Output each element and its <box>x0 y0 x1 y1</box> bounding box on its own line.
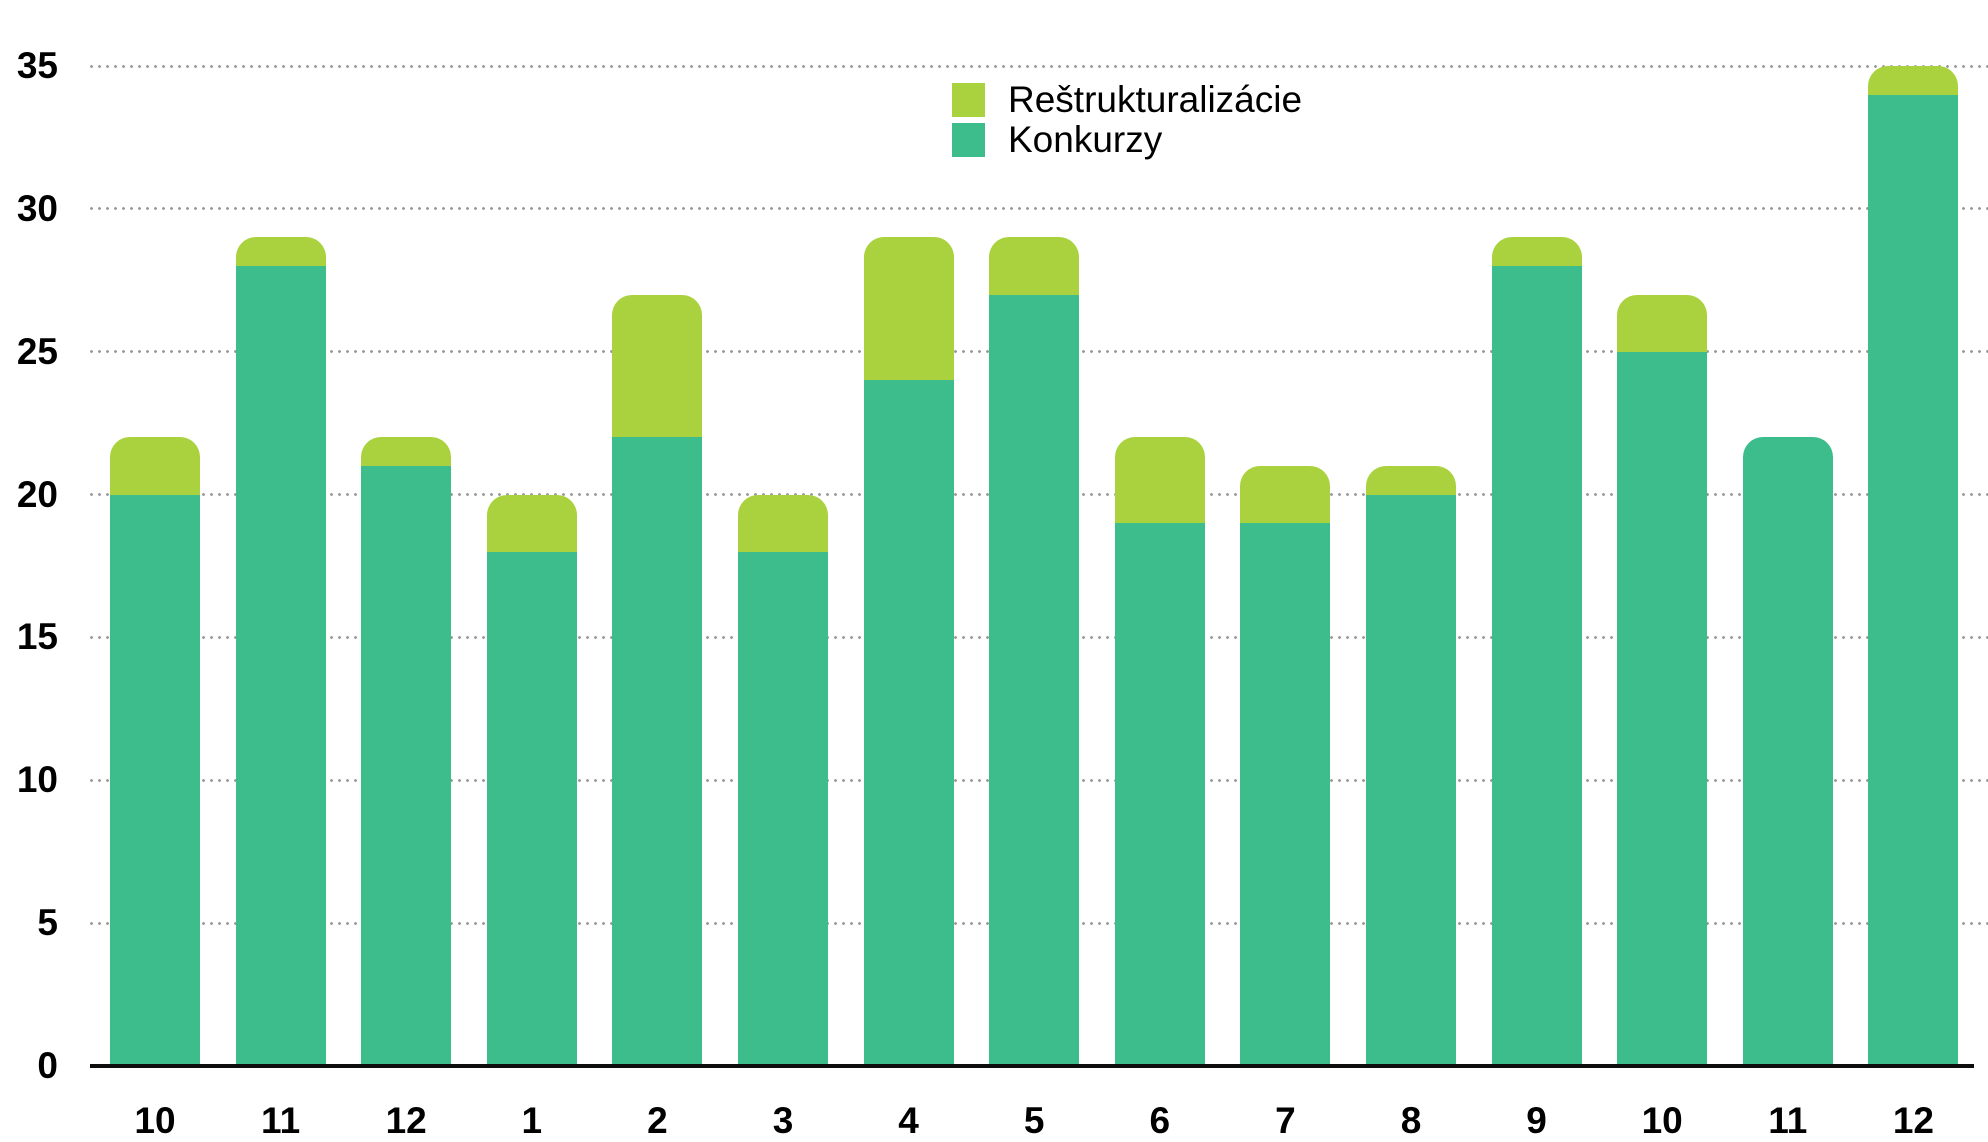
bar-segment-restrukturalizacie <box>612 294 703 438</box>
bar-segment-konkurzy <box>1617 351 1708 1066</box>
x-tick-label-10-13: 10 <box>1641 1100 1683 1141</box>
x-tick-label-11-14: 11 <box>1768 1100 1808 1141</box>
bar-segment-konkurzy <box>361 466 452 1066</box>
bar-12-15 <box>1868 66 1959 1066</box>
bar-segment-restrukturalizacie <box>863 237 954 381</box>
bar-segment-konkurzy <box>863 380 954 1066</box>
legend-swatch-konkurzy-icon <box>952 123 985 157</box>
bar-segment-restrukturalizacie <box>110 437 200 495</box>
y-tick-label-35: 35 <box>16 45 58 86</box>
x-tick-label-12-3: 12 <box>385 1100 427 1141</box>
bar-segment-restrukturalizacie <box>738 494 828 552</box>
bar-segment-konkurzy <box>110 494 200 1066</box>
x-tick-label-8-11: 8 <box>1400 1100 1422 1141</box>
bar-segment-konkurzy <box>1491 266 1582 1066</box>
bar-6-9 <box>1114 437 1205 1066</box>
bar-segment-konkurzy <box>486 551 577 1066</box>
bar-segment-konkurzy <box>989 294 1080 1066</box>
bar-8-11 <box>1366 466 1456 1066</box>
bar-10-13 <box>1617 294 1708 1066</box>
bar-segment-konkurzy <box>1114 523 1205 1066</box>
legend-label-restrukturalizacie: Reštrukturalizácie <box>1008 79 1303 120</box>
bar-11-2 <box>235 237 326 1066</box>
y-tick-label-30: 30 <box>16 187 58 229</box>
y-tick-label-25: 25 <box>16 330 58 372</box>
legend-label-konkurzy: Konkurzy <box>1008 119 1163 160</box>
x-tick-label-4-7: 4 <box>898 1100 919 1141</box>
x-tick-label-7-10: 7 <box>1275 1100 1296 1141</box>
x-tick-label-3-6: 3 <box>772 1100 794 1141</box>
bar-2-5 <box>612 294 703 1066</box>
x-axis-line <box>90 1064 1974 1068</box>
legend-row-konkurzy: Konkurzy <box>952 119 1302 160</box>
x-tick-label-5-8: 5 <box>1023 1100 1045 1141</box>
x-tick-label-6-9: 6 <box>1149 1100 1171 1141</box>
bar-12-3 <box>361 437 452 1066</box>
y-tick-label-20: 20 <box>16 473 58 515</box>
bar-segment-restrukturalizacie <box>989 237 1080 295</box>
bar-segment-konkurzy <box>1742 437 1833 1066</box>
bar-segment-konkurzy <box>235 266 326 1066</box>
y-tick-label-15: 15 <box>16 616 58 658</box>
y-tick-label-5: 5 <box>37 902 58 944</box>
bar-segment-restrukturalizacie <box>1491 237 1582 266</box>
bar-segment-konkurzy <box>612 437 703 1066</box>
x-tick-label-2-5: 2 <box>647 1100 668 1141</box>
y-tick-label-0: 0 <box>37 1045 58 1086</box>
bar-segment-restrukturalizacie <box>1114 437 1205 524</box>
bar-9-12 <box>1491 237 1582 1066</box>
gridline-35 <box>90 64 1988 68</box>
bar-11-14 <box>1742 437 1833 1066</box>
bar-10-1 <box>110 437 200 1066</box>
bar-7-10 <box>1240 466 1331 1066</box>
x-tick-label-10-1: 10 <box>134 1100 176 1141</box>
bar-segment-restrukturalizacie <box>1868 66 1959 95</box>
chart-legend: Reštrukturalizácie Konkurzy <box>952 79 1302 160</box>
bar-5-8 <box>989 237 1080 1066</box>
bar-segment-restrukturalizacie <box>361 437 452 466</box>
x-tick-label-9-12: 9 <box>1526 1100 1547 1141</box>
bar-segment-konkurzy <box>1366 494 1456 1066</box>
x-tick-label-11-2: 11 <box>261 1100 301 1141</box>
x-tick-label-12-15: 12 <box>1892 1100 1934 1141</box>
bar-segment-restrukturalizacie <box>1617 294 1708 352</box>
bar-segment-konkurzy <box>1240 523 1331 1066</box>
legend-swatch-restrukturalizacie-icon <box>952 83 985 117</box>
bar-1-4 <box>486 494 577 1066</box>
x-tick-label-1-4: 1 <box>521 1100 543 1141</box>
gridline-30 <box>90 207 1988 211</box>
bar-segment-konkurzy <box>1868 94 1959 1066</box>
bar-segment-restrukturalizacie <box>1366 466 1456 495</box>
bar-segment-restrukturalizacie <box>1240 466 1331 524</box>
bar-segment-restrukturalizacie <box>486 494 577 552</box>
bar-4-7 <box>863 237 954 1066</box>
bar-segment-konkurzy <box>738 551 828 1066</box>
y-tick-label-10: 10 <box>16 759 58 801</box>
bar-3-6 <box>738 494 828 1066</box>
bar-segment-restrukturalizacie <box>235 237 326 266</box>
legend-row-restrukturalizacie: Reštrukturalizácie <box>952 79 1302 120</box>
